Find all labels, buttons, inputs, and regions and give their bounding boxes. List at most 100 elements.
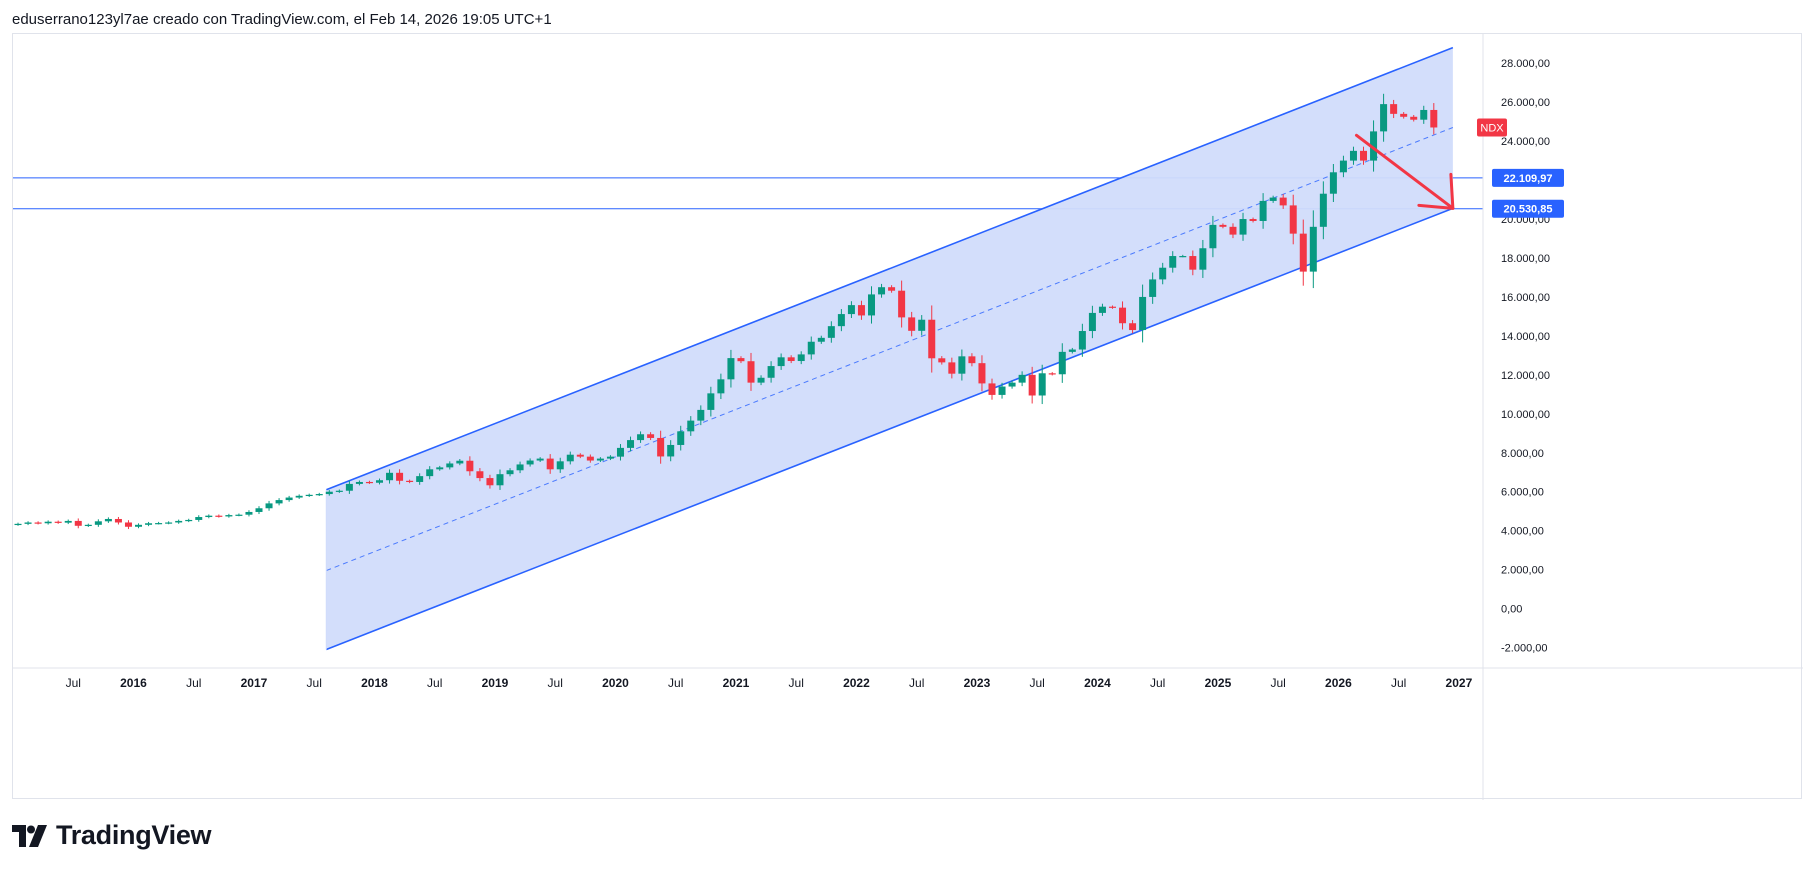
candle [295,494,303,499]
price-tick-label: 24.000,00 [1501,136,1550,148]
candle-body [94,521,102,525]
time-tick-label: 2020 [602,676,629,690]
tradingview-footer[interactable]: TradingView [12,820,212,851]
candle-body [627,440,635,448]
time-tick-label: 2023 [964,676,991,690]
candle [1149,272,1157,304]
ndx-candlestick-chart[interactable]: 28.000,0026.000,0024.000,0022.000,0020.0… [13,34,1803,800]
time-tick-label: Jul [668,676,683,690]
chart-frame[interactable]: 28.000,0026.000,0024.000,0022.000,0020.0… [12,33,1803,800]
candle [215,514,223,518]
candle [958,349,966,381]
candle-body [1370,131,1378,161]
time-tick-label: Jul [548,676,563,690]
time-tick-label: 2017 [241,676,268,690]
candle [1360,146,1368,165]
candle-body [315,494,323,496]
candle-body [265,503,273,509]
candle-body [135,524,143,527]
candle-body [536,458,544,461]
candle [908,311,916,337]
candle-body [285,497,293,501]
candle [145,521,153,527]
candle-body [1289,205,1297,234]
candle-body [506,470,514,475]
candle-body [847,305,855,315]
candle [1430,103,1438,135]
candle [888,285,896,293]
candle-body [616,447,624,457]
candle-body [255,508,263,512]
candle [375,478,383,485]
candle-body [516,464,524,471]
candle-body [657,437,665,457]
candle-body [345,483,353,491]
candle-body [365,481,373,484]
candle [868,286,876,324]
time-tick-label: Jul [789,676,804,690]
candle [476,468,484,482]
candle-body [707,393,715,410]
candle-body [1380,104,1388,132]
candle [1048,372,1056,376]
candle-body [878,287,886,295]
candle [275,498,283,506]
candle-body [1269,197,1277,201]
price-tick-label: 26.000,00 [1501,97,1550,109]
candle-body [175,520,183,523]
forecast-arrow-shaft [1354,133,1455,210]
candle-body [988,383,996,395]
candle-body [958,356,966,374]
candle-body [948,362,956,374]
candle [576,453,584,459]
candle-body [1159,267,1167,280]
price-level-tag-label: 22.109,97 [1504,173,1553,185]
candle-body [305,494,313,497]
time-tick-label: Jul [1391,676,1406,690]
candle [1088,305,1096,339]
candle [878,283,886,298]
candle-body [1038,373,1046,396]
candle [1349,146,1357,165]
tradingview-logo-icon [12,824,47,847]
candle-body [375,480,383,483]
symbol-tag-label: NDX [1480,122,1504,134]
candle [124,520,132,530]
candle [185,518,193,523]
price-tick-label: 28.000,00 [1501,58,1550,70]
candle [114,516,122,525]
candle [335,489,343,493]
price-tick-label: 6.000,00 [1501,487,1544,499]
candle [315,492,323,497]
candle [436,465,444,471]
candle-body [104,518,112,522]
candle [546,454,554,474]
candle-body [466,460,474,472]
candle [54,520,62,524]
candle [526,458,534,467]
candle-body [1098,306,1106,313]
candle-body [1058,351,1066,375]
candle-body [1279,197,1287,206]
candle-body [888,287,896,291]
candle [1199,239,1207,278]
candle-body [767,366,775,378]
candle-body [456,460,464,464]
candle [205,514,213,519]
candle [1008,380,1016,389]
candle-body [44,521,52,524]
candle [225,513,233,518]
candle-body [1420,109,1428,120]
candle-body [1018,374,1026,383]
candle [1339,155,1347,178]
candle-body [546,458,554,470]
tradingview-brand: TradingView [56,820,212,850]
candle-body [526,460,534,465]
candle [657,430,665,464]
candle [627,436,635,452]
candle-body [566,454,574,462]
candle [345,480,353,494]
candle-body [1329,172,1337,194]
candle [1299,219,1307,286]
candle-body [426,469,434,477]
